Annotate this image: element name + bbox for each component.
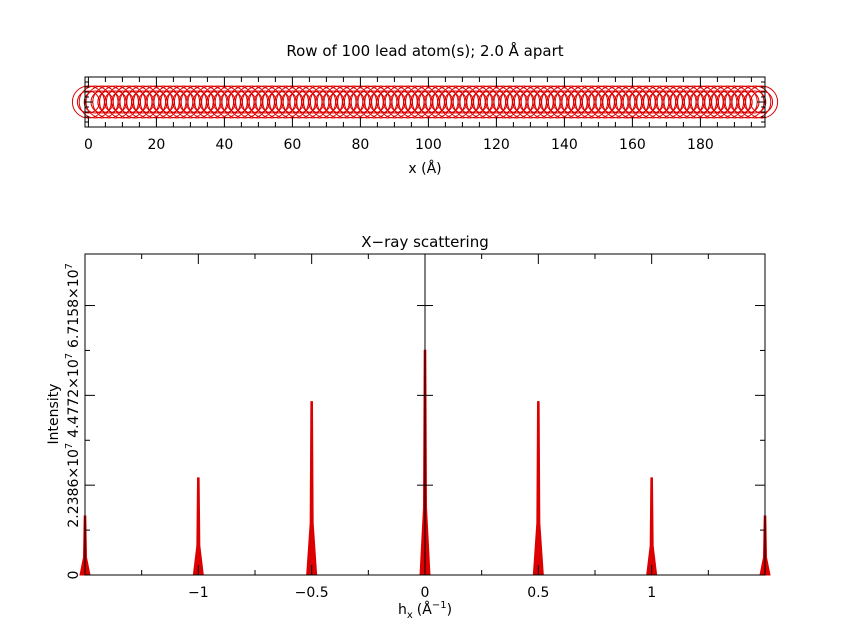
x-tick-label: 0.5 xyxy=(527,585,549,601)
x-tick-label: 140 xyxy=(551,137,578,153)
scattering-x-tick-labels: −1 −0.5 0 0.5 1 xyxy=(188,585,656,601)
y-tick-label: 6.7158×107 xyxy=(64,263,82,348)
x-tick-label: 80 xyxy=(351,137,369,153)
atom-marker xyxy=(738,85,772,119)
atom-marker-inner xyxy=(750,90,774,114)
atom-plot-x-ticks: 0 20 40 60 80 100 120 140 160 180 xyxy=(84,77,752,153)
x-tick-label: 0 xyxy=(84,137,93,153)
y-tick-label: 2.2386×107 xyxy=(64,443,82,528)
atom-plot-y-ticks xyxy=(85,76,765,128)
x-tick-label: −1 xyxy=(188,585,209,601)
scattering-x-label: hx (Å−1) xyxy=(398,600,452,621)
scattering-y-tick-labels: 0 2.2386×107 4.4772×107 6.7158×107 xyxy=(64,263,82,579)
atom-row-plot: Row of 100 lead atom(s); 2.0 Å apart 0 20… xyxy=(71,41,779,177)
x-tick-label: −0.5 xyxy=(295,585,329,601)
scattering-plot: X−ray scattering −1 −0.5 0 0.5 1 0 2.2386×107… xyxy=(46,233,771,621)
scattering-y-ticks xyxy=(85,305,765,576)
x-tick-label: 0 xyxy=(421,585,430,601)
atom-markers xyxy=(71,85,779,119)
x-tick-label: 60 xyxy=(283,137,301,153)
x-tick-label: 160 xyxy=(619,137,646,153)
scattering-y-label: Intensity xyxy=(46,384,62,445)
atom-plot-frame xyxy=(84,76,766,128)
x-tick-label: 180 xyxy=(687,137,714,153)
y-tick-label: 0 xyxy=(66,571,82,580)
x-tick-label: 20 xyxy=(147,137,165,153)
scattering-plot-title: X−ray scattering xyxy=(361,233,488,251)
atom-marker-inner xyxy=(729,90,753,114)
atom-marker xyxy=(745,85,779,119)
x-tick-label: 120 xyxy=(483,137,510,153)
x-tick-label: 1 xyxy=(647,585,656,601)
atom-plot-x-label: x (Å) xyxy=(408,160,441,177)
x-tick-label: 40 xyxy=(215,137,233,153)
scattering-x-ticks xyxy=(141,254,709,575)
atom-marker-inner xyxy=(743,90,767,114)
y-tick-label: 4.4772×107 xyxy=(64,353,82,438)
atom-plot-title: Row of 100 lead atom(s); 2.0 Å apart xyxy=(286,41,563,60)
x-tick-label: 100 xyxy=(415,137,442,153)
